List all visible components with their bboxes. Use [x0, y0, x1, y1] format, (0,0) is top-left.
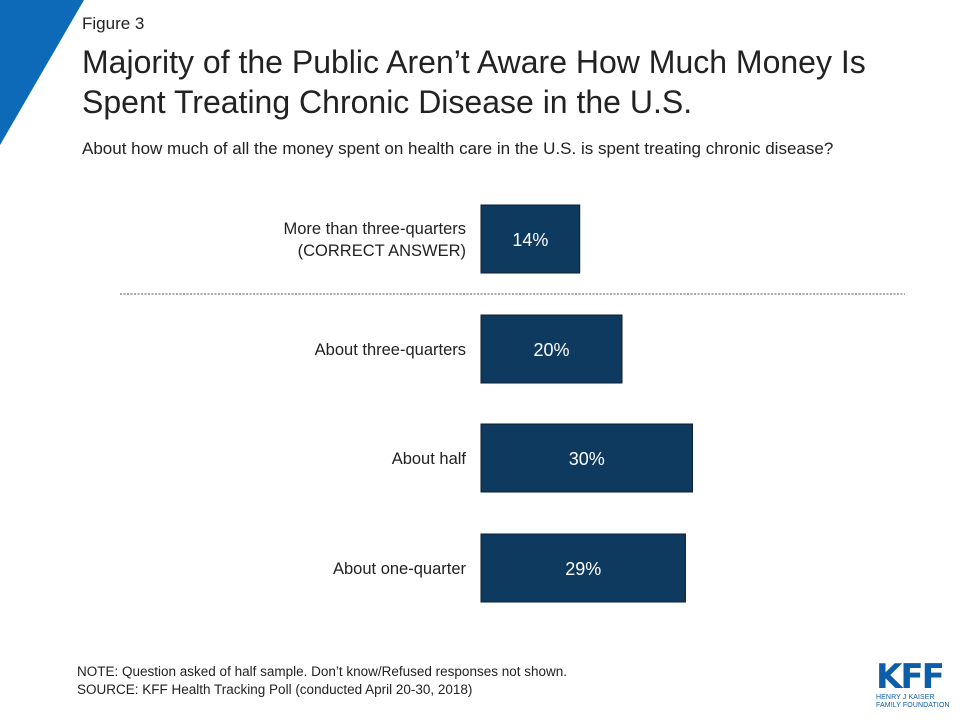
note-text: NOTE: Question asked of half sample. Don… — [77, 664, 568, 679]
kff-logo: KFF Henry J Kaiser Family Foundation — [876, 657, 950, 710]
figure-label: Figure 3 — [82, 14, 145, 33]
logo-wordmark: KFF — [876, 657, 945, 697]
footnote: NOTE: Question asked of half sample. Don… — [77, 663, 567, 699]
bar-value-label: 30% — [569, 449, 605, 469]
source-text: SOURCE: KFF Health Tracking Poll (conduc… — [77, 682, 473, 697]
bar-value-label: 20% — [533, 340, 569, 360]
bar — [480, 533, 686, 603]
category-label: About one-quarter — [333, 560, 467, 578]
logo-line-2: Family Foundation — [876, 702, 950, 709]
chart-title: Majority of the Public Aren’t Aware How … — [82, 44, 866, 120]
bar — [480, 423, 693, 493]
corner-accent — [0, 0, 84, 145]
category-label: More than three-quarters — [283, 220, 466, 238]
bar — [480, 204, 581, 274]
category-label: About half — [392, 450, 467, 468]
bar-value-label: 14% — [512, 230, 548, 250]
category-label: (CORRECT ANSWER) — [298, 242, 466, 260]
logo-line-1: Henry J Kaiser — [876, 694, 935, 701]
bar-value-label: 29% — [565, 559, 601, 579]
bar — [480, 314, 623, 384]
category-label: About three-quarters — [315, 341, 466, 359]
chart-subtitle: About how much of all the money spent on… — [82, 139, 834, 158]
